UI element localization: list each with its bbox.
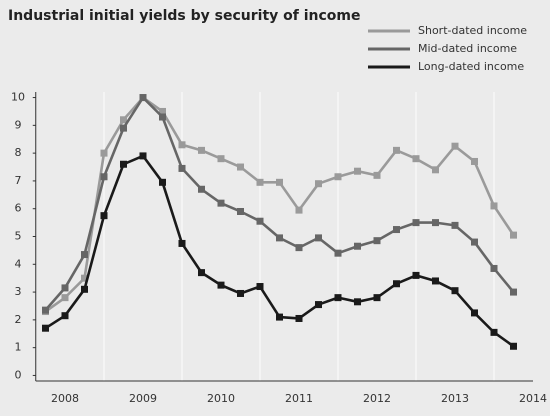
point-marker bbox=[295, 206, 303, 214]
point-marker bbox=[334, 173, 342, 181]
point-marker bbox=[510, 288, 517, 296]
chart-title: Industrial initial yields by security of… bbox=[8, 8, 361, 24]
y-tick-label: 6 bbox=[15, 202, 22, 215]
point-marker bbox=[393, 226, 400, 234]
x-tick-label: 2010 bbox=[207, 392, 235, 405]
x-tick-label: 2013 bbox=[441, 392, 469, 405]
y-tick-label: 0 bbox=[15, 368, 22, 381]
point-marker bbox=[490, 264, 498, 272]
point-marker bbox=[198, 269, 205, 277]
point-marker bbox=[412, 155, 420, 163]
point-marker bbox=[159, 178, 166, 186]
point-marker bbox=[432, 277, 439, 285]
point-marker bbox=[354, 242, 361, 250]
point-marker bbox=[276, 234, 283, 242]
legend-label: Short-dated income bbox=[418, 24, 527, 37]
point-marker bbox=[120, 124, 127, 132]
point-marker bbox=[471, 157, 478, 165]
point-marker bbox=[120, 116, 127, 124]
point-marker bbox=[490, 328, 498, 336]
point-marker bbox=[217, 155, 225, 163]
y-tick-label: 10 bbox=[11, 91, 25, 104]
point-marker bbox=[451, 142, 459, 150]
point-marker bbox=[451, 221, 459, 229]
point-marker bbox=[42, 324, 49, 332]
point-marker bbox=[412, 219, 420, 227]
point-marker bbox=[139, 94, 147, 102]
y-tick-label: 5 bbox=[15, 230, 22, 243]
point-marker bbox=[42, 306, 49, 314]
x-tick-label: 2009 bbox=[129, 392, 157, 405]
point-marker bbox=[510, 231, 517, 239]
point-marker bbox=[354, 298, 361, 306]
point-marker bbox=[256, 217, 264, 225]
point-marker bbox=[315, 234, 322, 242]
point-marker bbox=[315, 180, 322, 188]
series-line bbox=[44, 96, 515, 311]
point-marker bbox=[256, 283, 264, 291]
y-tick-label: 3 bbox=[15, 285, 22, 298]
point-marker bbox=[100, 149, 108, 157]
x-tick-label: 2008 bbox=[51, 392, 79, 405]
x-tick-label: 2011 bbox=[285, 392, 313, 405]
point-marker bbox=[198, 146, 205, 154]
point-marker bbox=[159, 113, 166, 121]
point-marker bbox=[471, 238, 478, 246]
point-marker bbox=[432, 166, 439, 174]
point-marker bbox=[237, 207, 244, 215]
point-marker bbox=[510, 342, 517, 350]
series-line bbox=[44, 96, 515, 313]
point-marker bbox=[237, 163, 244, 171]
point-marker bbox=[432, 219, 439, 227]
point-marker bbox=[276, 313, 283, 321]
point-marker bbox=[217, 199, 225, 207]
point-marker bbox=[315, 301, 322, 309]
point-marker bbox=[178, 239, 186, 247]
legend-label: Long-dated income bbox=[418, 60, 524, 73]
y-tick-label: 1 bbox=[15, 341, 22, 354]
point-marker bbox=[373, 294, 381, 302]
x-tick-label: 2014 bbox=[519, 392, 547, 405]
y-tick-label: 2 bbox=[15, 313, 22, 326]
point-marker bbox=[217, 281, 225, 289]
point-marker bbox=[471, 309, 478, 317]
point-marker bbox=[276, 178, 283, 186]
point-marker bbox=[100, 173, 108, 181]
point-marker bbox=[373, 237, 381, 245]
point-marker bbox=[61, 312, 69, 320]
point-marker bbox=[159, 107, 166, 115]
point-marker bbox=[178, 164, 186, 172]
point-marker bbox=[81, 285, 88, 293]
point-marker bbox=[393, 146, 400, 154]
point-marker bbox=[61, 294, 69, 302]
point-marker bbox=[295, 314, 303, 322]
point-marker bbox=[61, 284, 69, 292]
point-marker bbox=[354, 167, 361, 175]
y-tick-label: 8 bbox=[15, 146, 22, 159]
point-marker bbox=[451, 287, 459, 295]
point-marker bbox=[256, 178, 264, 186]
y-tick-label: 7 bbox=[15, 174, 22, 187]
point-marker bbox=[81, 274, 88, 282]
legend-label: Mid-dated income bbox=[418, 42, 517, 55]
point-marker bbox=[393, 280, 400, 288]
point-marker bbox=[237, 289, 244, 297]
point-marker bbox=[178, 141, 186, 149]
point-marker bbox=[139, 152, 147, 160]
point-marker bbox=[120, 160, 127, 168]
point-marker bbox=[198, 185, 205, 193]
point-marker bbox=[412, 271, 420, 279]
point-marker bbox=[100, 212, 108, 220]
point-marker bbox=[373, 171, 381, 179]
point-marker bbox=[334, 294, 342, 302]
y-tick-label: 4 bbox=[15, 257, 22, 270]
x-tick-label: 2012 bbox=[363, 392, 391, 405]
y-tick-label: 9 bbox=[15, 118, 22, 131]
point-marker bbox=[334, 249, 342, 257]
point-marker bbox=[81, 251, 88, 259]
point-marker bbox=[490, 202, 498, 210]
point-marker bbox=[295, 244, 303, 252]
